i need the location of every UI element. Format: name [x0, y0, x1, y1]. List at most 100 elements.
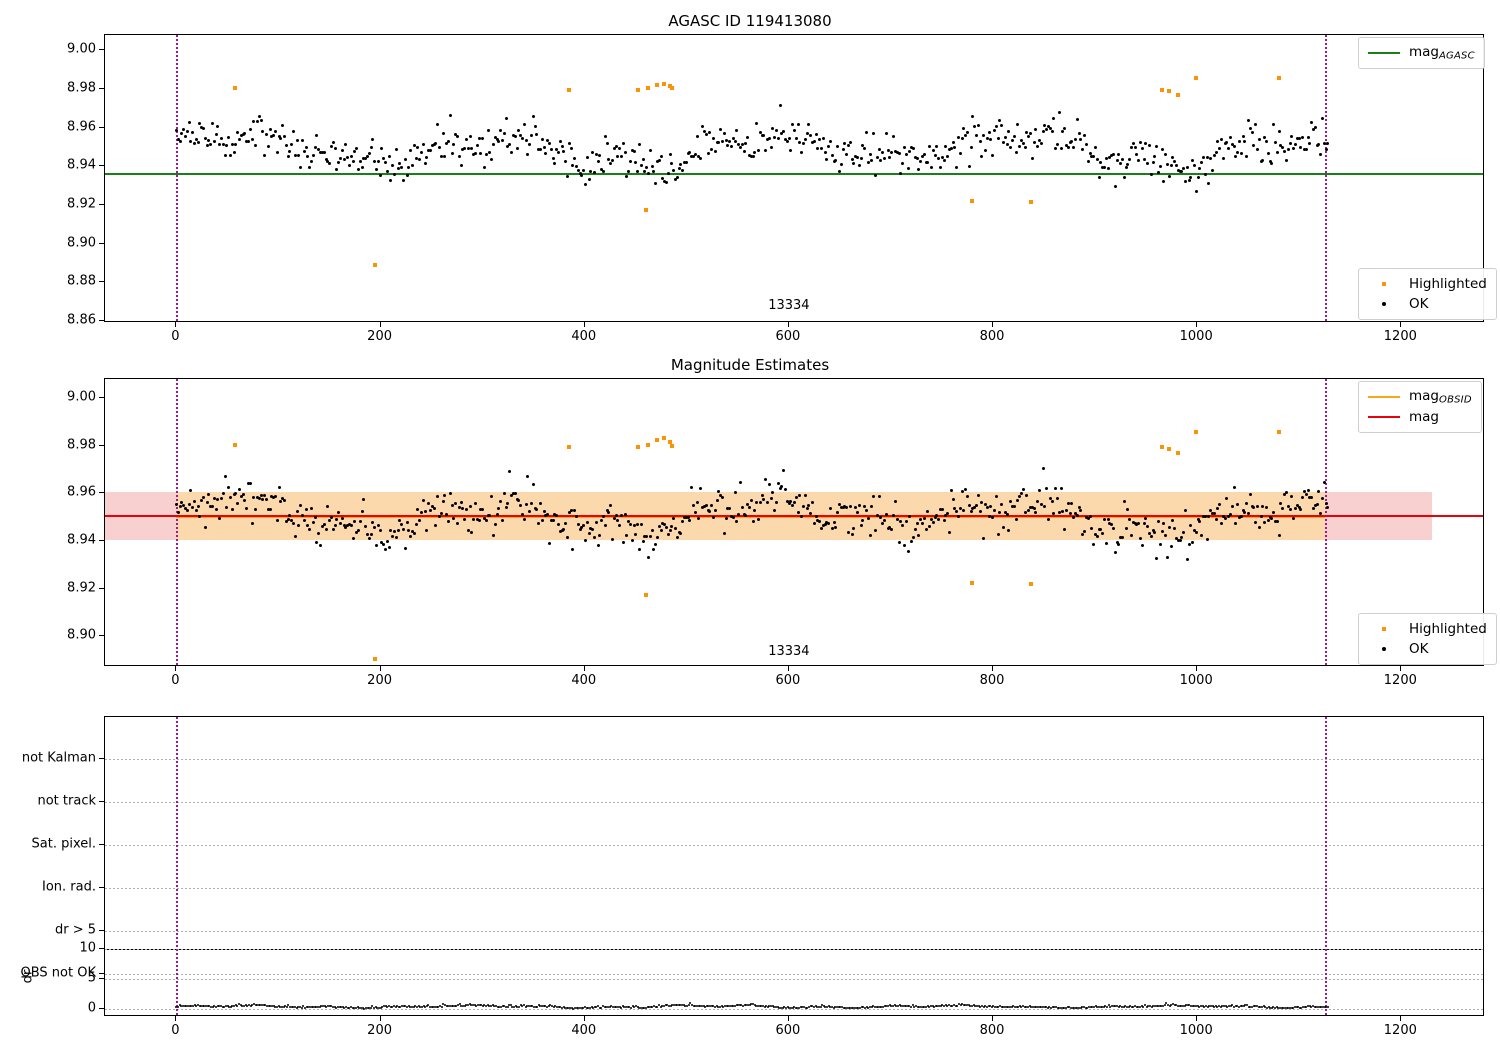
- data-point-ok: [996, 136, 1000, 140]
- dr-data-point: [893, 1004, 896, 1007]
- dr-data-point: [374, 1005, 377, 1008]
- data-point-ok: [1131, 142, 1135, 146]
- dr-data-point: [1076, 1006, 1079, 1009]
- data-point-ok: [203, 137, 207, 141]
- dr-data-point: [722, 1005, 725, 1008]
- y-tick-mark: [99, 126, 104, 128]
- data-point-ok: [814, 133, 818, 137]
- legend-item-mag-obsid[interactable]: magOBSID: [1368, 387, 1472, 407]
- data-point-ok: [1261, 159, 1265, 163]
- dr-data-point: [1323, 1005, 1326, 1008]
- dr-data-point: [570, 1007, 573, 1010]
- dr-data-point: [1150, 1005, 1153, 1008]
- data-point-ok: [854, 505, 858, 509]
- data-point-ok: [1135, 522, 1139, 526]
- legend-item-highlighted-2[interactable]: Highlighted: [1368, 619, 1487, 639]
- data-point-ok: [789, 148, 793, 152]
- legend-item-mag[interactable]: mag: [1368, 407, 1472, 427]
- data-point-highlighted: [1276, 429, 1281, 434]
- dr-data-point: [341, 1005, 344, 1008]
- dr-data-point: [959, 1003, 962, 1006]
- data-point-ok: [627, 170, 631, 174]
- data-point-ok: [605, 141, 609, 145]
- dr-data-point: [406, 1005, 409, 1008]
- dr-data-point: [773, 1006, 776, 1009]
- dr-data-point: [911, 1004, 914, 1007]
- data-point-ok: [1315, 144, 1319, 148]
- dr-data-point: [821, 1004, 824, 1007]
- data-point-ok: [1164, 153, 1168, 157]
- data-point-ok: [1149, 173, 1153, 177]
- data-point-ok: [497, 139, 501, 143]
- dr-data-point: [1127, 1005, 1130, 1008]
- data-point-ok: [1272, 511, 1276, 515]
- data-point-ok: [942, 158, 946, 162]
- dr-data-point: [931, 1005, 934, 1008]
- data-point-ok: [717, 489, 721, 493]
- data-point-ok: [429, 508, 433, 512]
- dr-data-point: [966, 1004, 969, 1007]
- data-point-ok: [708, 509, 712, 513]
- data-point-ok: [783, 487, 787, 491]
- data-point-ok: [1133, 146, 1137, 150]
- data-point-ok: [396, 529, 400, 533]
- dr-data-point: [898, 1004, 901, 1007]
- dr-data-point: [1287, 1006, 1290, 1009]
- data-point-ok: [555, 514, 559, 518]
- data-point-ok: [360, 510, 364, 514]
- legend-mag-agasc[interactable]: magAGASC: [1358, 37, 1485, 69]
- dr-data-point: [1252, 1004, 1255, 1007]
- data-point-ok: [326, 160, 330, 164]
- data-point-ok: [728, 139, 732, 143]
- data-point-ok: [1074, 512, 1078, 516]
- legend-item-ok-2[interactable]: OK: [1368, 639, 1487, 659]
- data-point-ok: [953, 145, 957, 149]
- data-point-ok: [636, 522, 640, 526]
- data-point-ok: [1279, 501, 1283, 505]
- dr-data-point: [1244, 1003, 1247, 1006]
- x-tick-label: 400: [571, 673, 597, 688]
- legend-markers-agasc[interactable]: Highlighted OK: [1358, 268, 1497, 320]
- data-point-ok: [1009, 500, 1013, 504]
- data-point-ok: [744, 141, 748, 145]
- data-point-ok: [1189, 523, 1193, 527]
- data-point-ok: [510, 150, 514, 154]
- dr-data-point: [1081, 1005, 1084, 1008]
- dr-data-point: [900, 1004, 903, 1007]
- legend-item-mag-agasc[interactable]: magAGASC: [1368, 43, 1475, 63]
- dr-data-point: [880, 1005, 883, 1008]
- data-point-ok: [1265, 139, 1269, 143]
- data-point-ok: [773, 135, 777, 139]
- data-point-ok: [266, 145, 270, 149]
- dr-data-point: [1056, 1006, 1059, 1009]
- legend-item-ok[interactable]: OK: [1368, 294, 1487, 314]
- data-point-ok: [272, 495, 276, 499]
- data-point-highlighted: [646, 442, 651, 447]
- data-point-ok: [447, 520, 451, 524]
- data-point-ok: [796, 122, 800, 126]
- data-point-ok: [1111, 153, 1115, 157]
- data-point-ok: [1245, 154, 1249, 158]
- data-point-ok: [1158, 542, 1162, 546]
- dr-data-point: [1015, 1006, 1018, 1009]
- data-point-ok: [675, 536, 679, 540]
- data-point-ok: [405, 174, 409, 178]
- dr-data-point: [827, 1005, 830, 1008]
- legend-label-ok-2: OK: [1409, 641, 1429, 657]
- data-point-ok: [960, 489, 964, 493]
- data-point-ok: [749, 498, 753, 502]
- data-point-ok: [470, 147, 474, 151]
- legend-markers-estimates[interactable]: Highlighted OK: [1358, 613, 1497, 665]
- dr-data-point: [302, 1005, 305, 1008]
- data-point-ok: [1225, 141, 1229, 145]
- data-point-ok: [1214, 151, 1218, 155]
- data-point-ok: [971, 115, 975, 119]
- data-point-ok: [556, 523, 560, 527]
- legend-mag-lines[interactable]: magOBSID mag: [1358, 381, 1482, 433]
- data-point-ok: [342, 524, 346, 528]
- dr-data-point: [1236, 1004, 1239, 1007]
- dr-data-point: [590, 1006, 593, 1009]
- legend-item-highlighted[interactable]: Highlighted: [1368, 274, 1487, 294]
- data-point-ok: [1250, 131, 1254, 135]
- dr-data-point: [837, 1005, 840, 1008]
